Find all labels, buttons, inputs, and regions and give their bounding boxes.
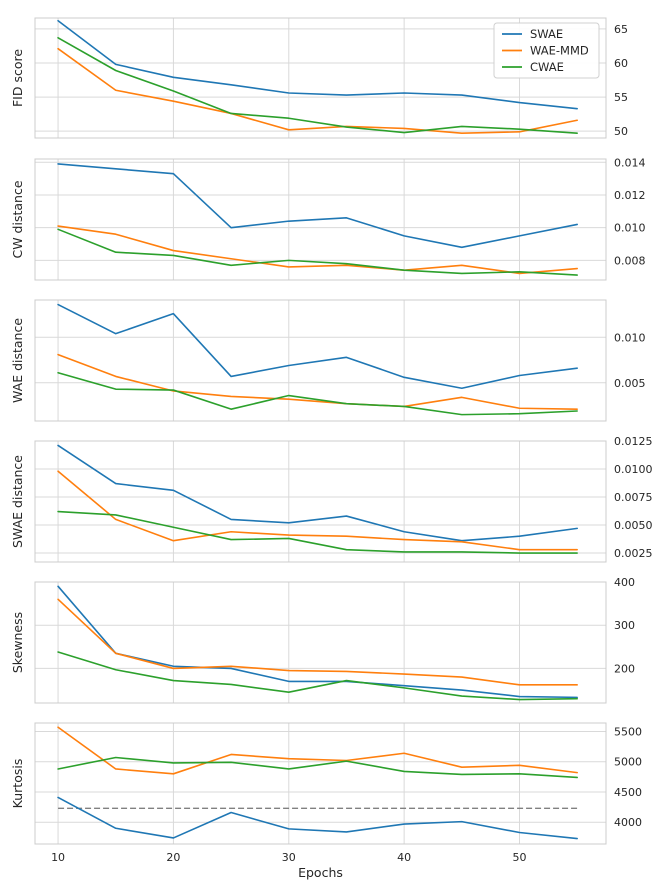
y-tick-label: 0.008 [614,254,646,267]
series-line-wae-mmd [57,470,578,551]
y-tick-label: 0.0025 [614,547,653,560]
y-axis-label: CW distance [10,180,25,258]
x-tick-label: 50 [512,851,526,864]
legend: SWAE WAE-MMD CWAE [493,22,600,79]
y-axis-label: Skewness [10,612,25,673]
y-tick-label: 300 [614,619,635,632]
panel-kurtosis: 4000 4500 5000 5500 Kurtosis [10,722,642,845]
series-line-cwae [57,371,578,416]
y-tick-label: 0.012 [614,189,646,202]
y-tick-label: 0.0100 [614,463,653,476]
series-line-cwae [57,228,578,276]
y-tick-label: 60 [614,57,628,70]
y-axis-label: WAE distance [10,318,25,403]
y-tick-label: 65 [614,23,628,36]
y-tick-label: 5000 [614,756,642,769]
y-tick-label: 50 [614,125,628,138]
x-tick-label: 10 [51,851,65,864]
y-tick-label: 0.0075 [614,491,653,504]
plot-area [35,441,606,562]
y-tick-label: 4500 [614,786,642,799]
plot-frame [34,17,607,139]
x-tick-label: 20 [166,851,180,864]
series-line-swae [57,444,578,542]
series-line-wae-mmd [57,726,578,775]
plot-area [35,723,606,844]
y-tick-label: 0.005 [614,377,646,390]
y-tick-label: 0.0125 [614,435,653,448]
y-axis-label: Kurtosis [10,759,25,809]
series-line-swae [57,796,578,840]
series-line-wae-mmd [57,47,578,135]
series-line-swae [57,19,578,110]
panel-skewness: 200 300 400 Skewness [10,576,635,704]
y-tick-label: 200 [614,662,635,675]
y-tick-label: 400 [614,576,635,589]
series-line-cwae [57,651,578,701]
y-tick-label: 5500 [614,725,642,738]
series-line-swae [57,303,578,390]
plot-frame [34,722,607,845]
y-tick-label: 0.010 [614,331,646,344]
plot-frame [34,158,607,281]
y-tick-label: 0.0050 [614,519,653,532]
plot-frame [34,581,607,704]
y-tick-label: 0.014 [614,156,646,169]
series-line-cwae [57,756,578,779]
plot-frame [34,299,607,422]
plot-area [35,582,606,703]
legend-label-swae: SWAE [530,27,563,41]
y-axis-label: FID score [10,49,25,107]
series-line-wae-mmd [57,598,578,686]
x-tick-label: 40 [397,851,411,864]
legend-label-wae-mmd: WAE-MMD [530,44,589,58]
plot-frame [34,440,607,563]
y-axis-label: SWAE distance [10,455,25,548]
series-line-swae [57,585,578,699]
series-line-wae-mmd [57,225,578,275]
x-axis-label: Epochs [298,865,343,880]
panel-wae-distance: 0.005 0.010 WAE distance [10,299,646,422]
y-tick-label: 55 [614,91,628,104]
panel-cw-distance: 0.008 0.010 0.012 0.014 CW distance [10,156,646,281]
x-tick-label: 30 [282,851,296,864]
series-line-cwae [57,510,578,554]
y-tick-label: 0.010 [614,222,646,235]
y-tick-label: 4000 [614,816,642,829]
legend-label-cwae: CWAE [530,60,564,74]
series-line-wae-mmd [57,353,578,410]
series-line-cwae [57,36,578,135]
series-line-swae [57,163,578,249]
legend-box [493,22,600,79]
panel-swae-distance: 0.0025 0.0050 0.0075 0.0100 0.0125 SWAE dista… [10,435,653,563]
